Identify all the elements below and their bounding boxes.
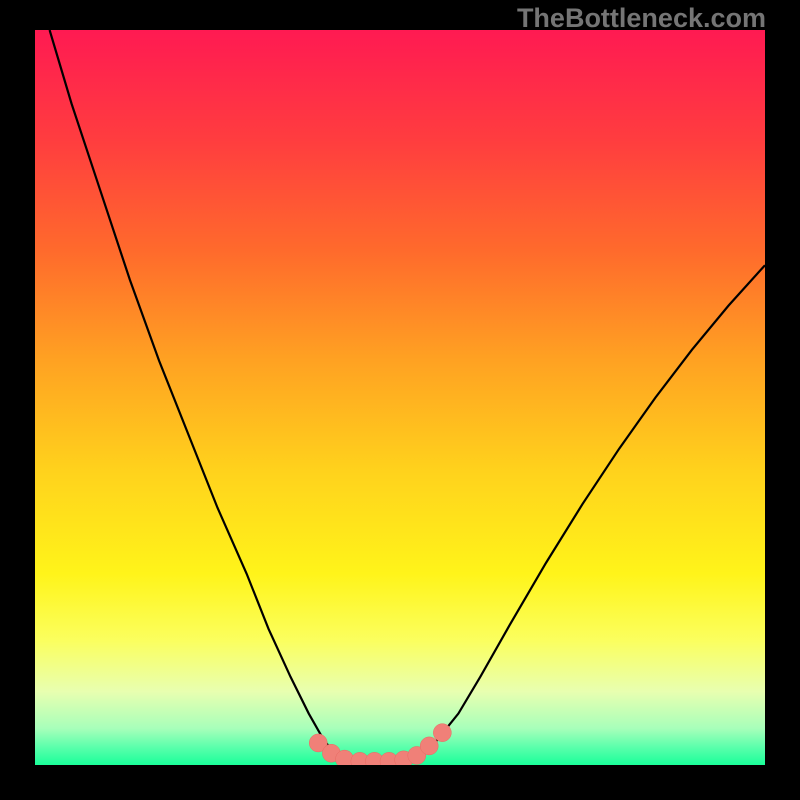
chart-svg bbox=[35, 30, 765, 765]
curve-marker bbox=[420, 737, 438, 755]
curve-marker bbox=[433, 724, 451, 742]
watermark-text: TheBottleneck.com bbox=[517, 3, 766, 34]
plot-area bbox=[35, 30, 765, 765]
chart-stage: TheBottleneck.com bbox=[0, 0, 800, 800]
